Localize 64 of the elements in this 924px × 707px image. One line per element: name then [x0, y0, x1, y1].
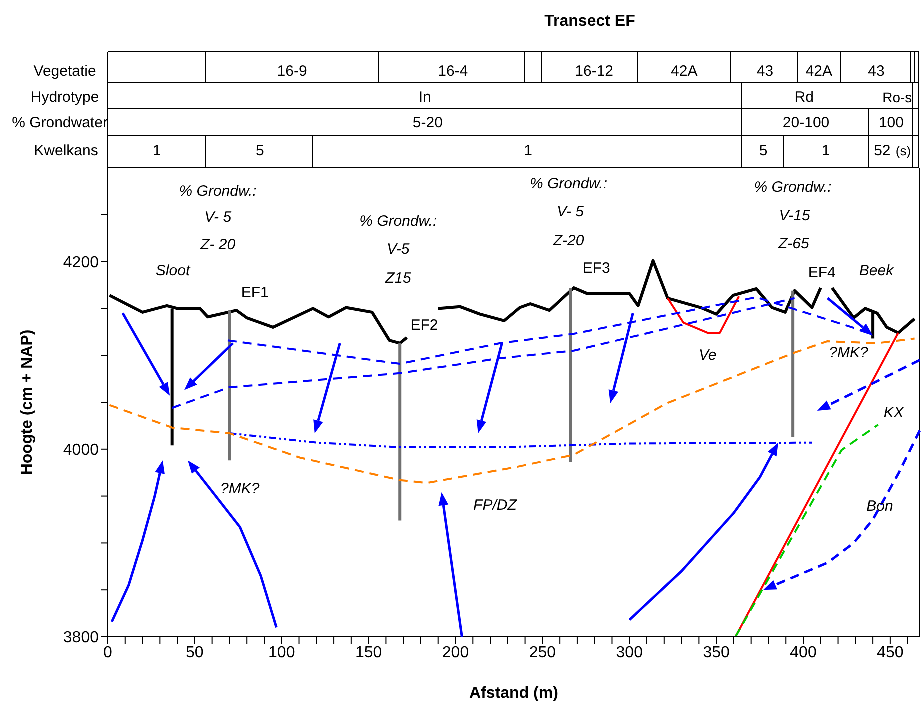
text: 1 — [524, 142, 532, 160]
annotation: ?MK? — [220, 480, 260, 498]
x-tick-label: 150 — [355, 644, 382, 662]
chart-title: Transect EF — [544, 13, 636, 30]
text: 16-12 — [575, 62, 614, 80]
x-tick-label: 100 — [268, 644, 296, 662]
text: 16-4 — [438, 62, 468, 80]
annotation: KX — [884, 404, 905, 422]
y-tick-label: 3800 — [63, 630, 100, 647]
text: 5-20 — [412, 114, 443, 132]
annotation: FP/DZ — [474, 497, 518, 514]
text: 16-9 — [277, 62, 308, 80]
annotation: % Grondw.: — [179, 182, 257, 200]
x-tick-label: 0 — [104, 644, 113, 662]
text: Ro-s — [882, 90, 912, 106]
annotation: % Grondw.: — [360, 212, 438, 230]
annotation: Z15 — [384, 270, 412, 288]
text: 42A — [671, 62, 698, 80]
annotation: ?MK? — [829, 344, 869, 362]
annotation: EF2 — [410, 317, 438, 334]
text: In — [418, 89, 432, 106]
annotation: Beek — [859, 262, 896, 280]
annotation: Z-65 — [778, 235, 810, 252]
y-tick-label: 4200 — [63, 254, 100, 272]
text: (s) — [896, 144, 912, 159]
text: % Grondwater — [12, 114, 108, 132]
annotation: V- 5 — [204, 209, 232, 226]
y-axis-title: Hoogte (cm + NAP) — [19, 330, 36, 476]
x-tick-label: 450 — [877, 644, 904, 662]
text: 1 — [822, 142, 830, 160]
annotation: % Grondw.: — [754, 179, 832, 196]
annotation: V-5 — [386, 241, 410, 258]
annotation: Ve — [698, 347, 717, 364]
x-tick-label: 300 — [616, 644, 644, 662]
text: Rd — [794, 89, 814, 106]
text: 52 — [874, 142, 891, 160]
text: 100 — [878, 114, 904, 132]
annotation: EF4 — [808, 264, 836, 282]
x-tick-label: 200 — [442, 644, 470, 662]
annotation: Z-20 — [552, 232, 585, 250]
x-tick-label: 250 — [529, 644, 556, 662]
annotation: Z- 20 — [200, 236, 236, 254]
text: Kwelkans — [34, 142, 98, 160]
x-tick-label: 400 — [790, 644, 817, 662]
annotation: EF3 — [582, 260, 610, 277]
text: 1 — [152, 142, 162, 160]
text: Vegetatie — [34, 62, 96, 80]
text: 20-100 — [782, 114, 830, 132]
text: 43 — [868, 62, 885, 80]
x-axis-title: Afstand (m) — [470, 685, 558, 702]
text: 43 — [756, 62, 774, 80]
text: 42A — [806, 62, 833, 80]
text: 5 — [256, 142, 264, 160]
text: Hydrotype — [30, 89, 100, 106]
x-tick-label: 50 — [186, 644, 204, 662]
annotation: Sloot — [156, 262, 191, 280]
annotation: EF1 — [241, 284, 269, 302]
annotation: Bon — [866, 498, 894, 516]
annotation: % Grondw.: — [530, 175, 608, 192]
y-tick-label: 4000 — [63, 442, 100, 460]
text: 5 — [759, 142, 768, 160]
annotation: V- 5 — [557, 204, 585, 221]
x-tick-label: 350 — [703, 644, 730, 662]
annotation: V-15 — [779, 207, 812, 224]
